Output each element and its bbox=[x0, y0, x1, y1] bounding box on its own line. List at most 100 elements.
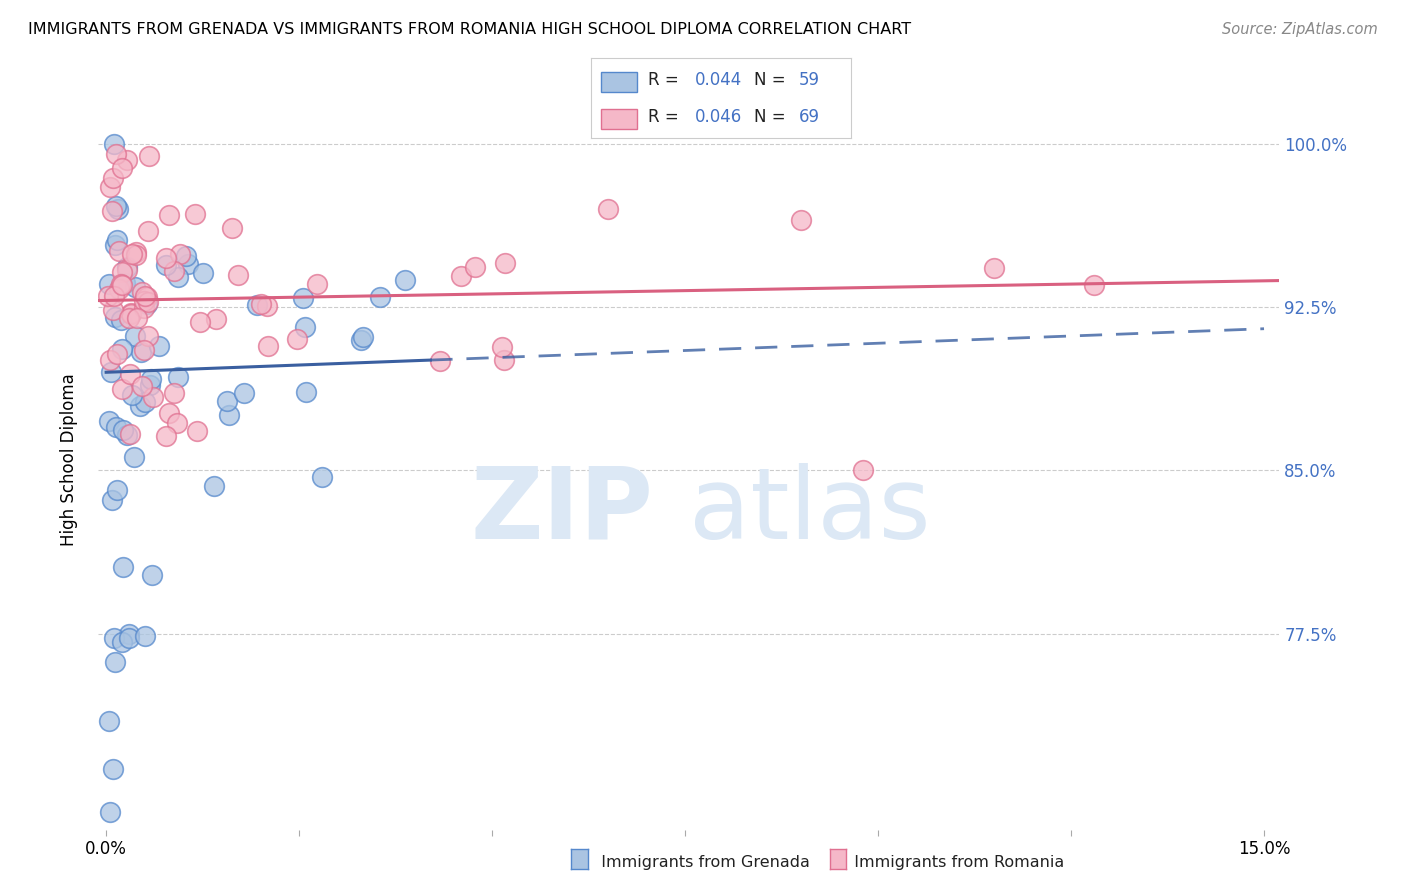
Point bbox=[118, 626, 141, 640]
Point bbox=[136, 224, 159, 238]
Point bbox=[98, 805, 121, 819]
Point bbox=[110, 277, 132, 291]
Point bbox=[118, 427, 141, 442]
Text: Source: ZipAtlas.com: Source: ZipAtlas.com bbox=[1222, 22, 1378, 37]
Point bbox=[491, 340, 513, 354]
Point bbox=[139, 372, 162, 386]
Point bbox=[138, 149, 160, 163]
Point bbox=[494, 256, 516, 270]
Point bbox=[107, 202, 129, 217]
Point bbox=[124, 450, 146, 465]
Text: Immigrants from Romania: Immigrants from Romania bbox=[844, 855, 1064, 870]
Text: N =: N = bbox=[755, 70, 792, 88]
Point bbox=[111, 161, 134, 175]
Point bbox=[166, 370, 188, 384]
Point bbox=[368, 290, 391, 304]
Point bbox=[131, 379, 153, 393]
Point bbox=[141, 567, 163, 582]
Point bbox=[494, 353, 516, 368]
Point bbox=[191, 266, 214, 280]
Point bbox=[101, 762, 124, 776]
Point bbox=[125, 310, 148, 325]
Point bbox=[349, 334, 371, 348]
Point bbox=[105, 233, 128, 247]
Point bbox=[104, 238, 127, 252]
Point bbox=[983, 260, 1005, 275]
Point bbox=[226, 268, 249, 282]
Point bbox=[1083, 278, 1105, 293]
Point bbox=[125, 248, 148, 262]
Point bbox=[138, 328, 160, 343]
Text: 0.044: 0.044 bbox=[695, 70, 742, 88]
Point bbox=[107, 244, 129, 258]
Point bbox=[174, 249, 197, 263]
Point bbox=[464, 260, 486, 275]
Bar bbox=[600, 109, 637, 128]
Point bbox=[110, 278, 132, 293]
Point bbox=[120, 307, 142, 321]
Point bbox=[136, 294, 159, 309]
Point bbox=[163, 385, 186, 400]
Point bbox=[103, 289, 125, 303]
Point bbox=[167, 270, 190, 285]
Point bbox=[132, 301, 155, 315]
Point bbox=[110, 382, 132, 396]
Point bbox=[118, 631, 141, 645]
Point bbox=[256, 299, 278, 313]
Point bbox=[204, 312, 226, 326]
Point bbox=[215, 394, 238, 409]
Y-axis label: High School Diploma: High School Diploma bbox=[59, 373, 77, 546]
Point bbox=[103, 136, 125, 151]
Point bbox=[104, 147, 127, 161]
Point bbox=[155, 251, 177, 265]
Point bbox=[177, 258, 200, 272]
Text: ZIP: ZIP bbox=[471, 463, 654, 559]
Point bbox=[104, 420, 127, 434]
Point bbox=[100, 365, 122, 379]
Point bbox=[218, 408, 240, 422]
Point bbox=[169, 246, 191, 260]
Point bbox=[101, 204, 124, 219]
Point bbox=[129, 345, 152, 359]
Point bbox=[120, 367, 142, 381]
Point bbox=[232, 386, 254, 401]
Point bbox=[352, 330, 374, 344]
Point bbox=[111, 343, 134, 357]
Text: R =: R = bbox=[648, 70, 683, 88]
Point bbox=[108, 282, 131, 296]
Point bbox=[394, 273, 416, 287]
Point bbox=[114, 276, 136, 290]
Point bbox=[221, 221, 243, 235]
Point bbox=[124, 280, 146, 294]
Point bbox=[98, 352, 121, 367]
Point bbox=[97, 289, 120, 303]
Point bbox=[110, 313, 132, 327]
Point bbox=[121, 387, 143, 401]
Text: IMMIGRANTS FROM GRENADA VS IMMIGRANTS FROM ROMANIA HIGH SCHOOL DIPLOMA CORRELATI: IMMIGRANTS FROM GRENADA VS IMMIGRANTS FR… bbox=[28, 22, 911, 37]
Point bbox=[166, 417, 188, 431]
Point bbox=[117, 260, 139, 274]
Point bbox=[98, 179, 121, 194]
Point bbox=[294, 320, 316, 334]
Text: N =: N = bbox=[755, 108, 792, 126]
Point bbox=[249, 297, 271, 311]
Point bbox=[121, 247, 143, 261]
Point bbox=[159, 208, 181, 222]
Point bbox=[307, 277, 329, 291]
Point bbox=[110, 635, 132, 649]
Point bbox=[155, 258, 177, 272]
Point bbox=[135, 297, 157, 311]
Point bbox=[257, 339, 280, 353]
Point bbox=[790, 212, 813, 227]
Point bbox=[105, 483, 128, 498]
Point bbox=[134, 394, 156, 409]
Point bbox=[105, 346, 128, 360]
Point bbox=[98, 414, 121, 428]
Point bbox=[596, 202, 619, 216]
Point bbox=[163, 263, 186, 277]
Point bbox=[115, 153, 138, 168]
Point bbox=[134, 629, 156, 643]
Point bbox=[112, 423, 135, 437]
Point bbox=[852, 463, 875, 477]
Point bbox=[104, 310, 127, 324]
